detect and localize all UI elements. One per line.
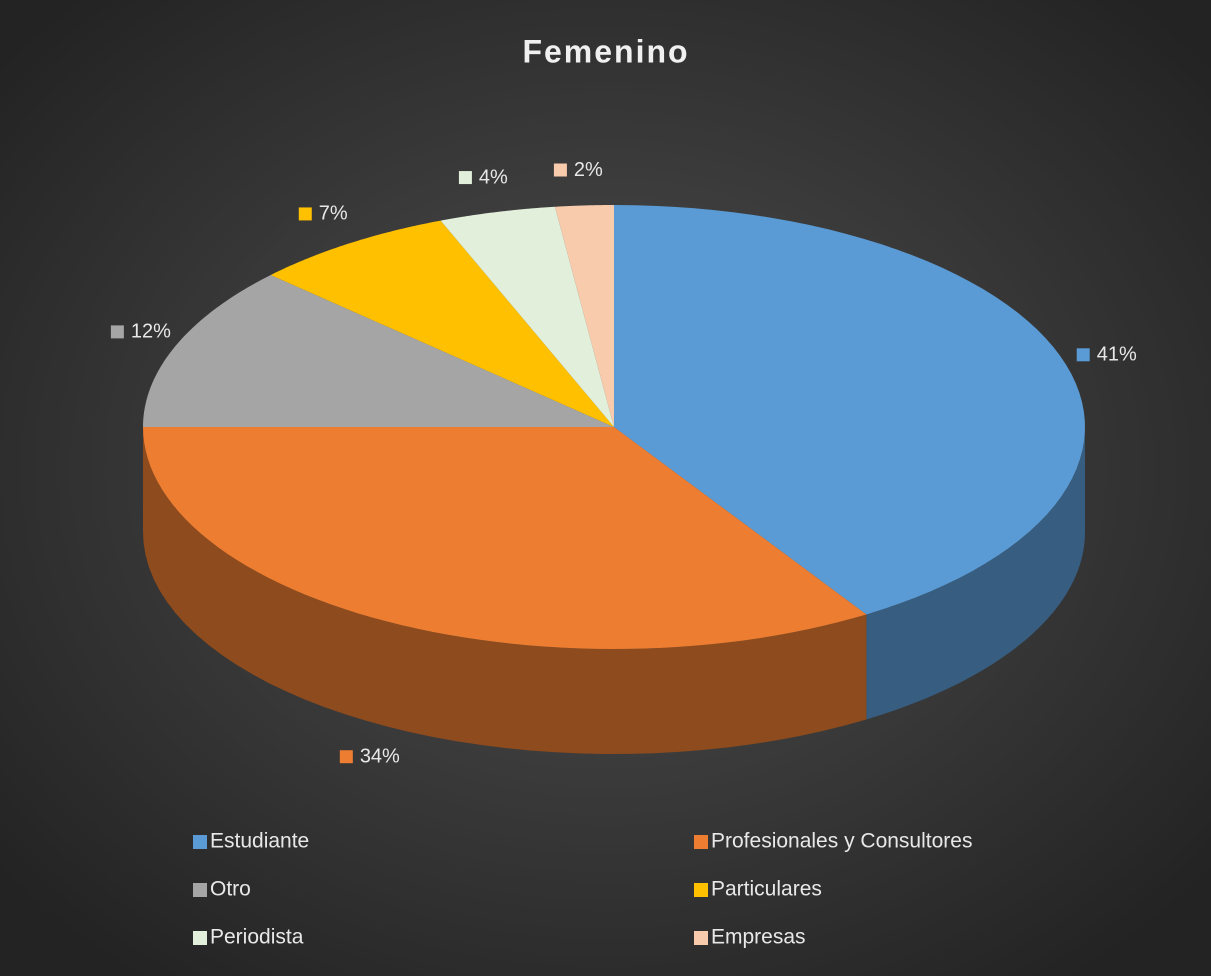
legend-label: Empresas [711,926,806,949]
label-marker [458,171,472,185]
legend-swatch [193,883,207,897]
data-label: 12% [131,321,171,343]
legend-label: Periodista [210,926,304,949]
data-label: 4% [479,166,508,188]
legend-label: Profesionales y Consultores [711,830,972,853]
legend-swatch [193,931,207,945]
legend-swatch [694,931,708,945]
data-label: 2% [574,159,603,181]
label-marker [110,325,124,339]
label-marker [1076,348,1090,362]
label-marker [298,207,312,221]
legend-swatch [193,835,207,849]
legend-swatch [694,835,708,849]
pie-slice [143,275,614,427]
pie-side [866,427,1085,720]
data-label: 7% [319,203,348,225]
pie-slice [554,205,614,427]
pie-side [143,427,867,754]
legend-label: Particulares [711,878,822,901]
data-label: 34% [360,745,400,767]
label-marker [553,163,567,177]
legend-label: Estudiante [210,830,309,853]
chart-title: Femenino [522,33,689,69]
label-marker [339,750,353,764]
legend-swatch [694,883,708,897]
pie-slice [270,220,614,427]
pie-slice [143,427,867,649]
pie-slice [614,205,1085,615]
legend-label: Otro [210,878,251,901]
pie-slice [440,206,614,427]
data-label: 41% [1097,344,1137,366]
